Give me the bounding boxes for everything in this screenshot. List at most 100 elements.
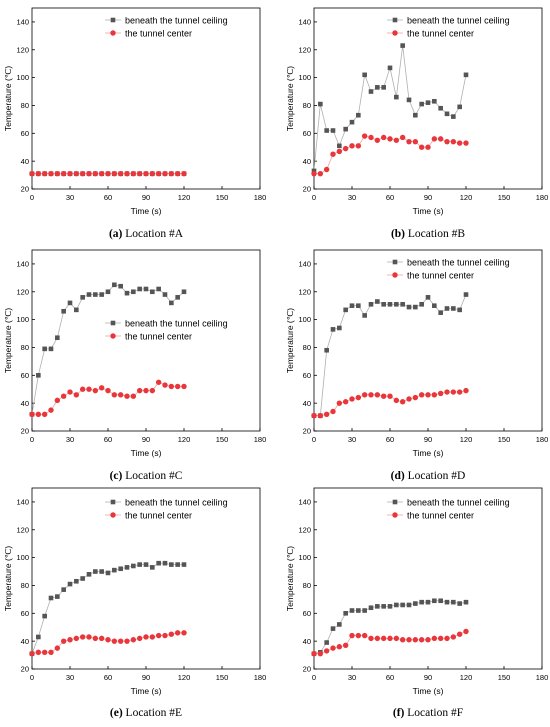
data-point-circle xyxy=(456,631,463,637)
data-point-circle xyxy=(406,396,412,402)
data-point-circle xyxy=(111,170,118,177)
x-axis-label: Time (s) xyxy=(131,686,162,696)
data-point-circle xyxy=(425,392,431,398)
data-point-circle xyxy=(317,650,324,657)
data-point-circle xyxy=(155,632,162,639)
y-tick-label: 80 xyxy=(21,581,29,590)
y-tick-label: 60 xyxy=(303,609,311,618)
data-point-square xyxy=(438,598,443,604)
data-point-circle xyxy=(380,393,387,399)
data-point-square xyxy=(80,576,85,581)
data-point-square xyxy=(124,290,130,296)
data-point-square xyxy=(99,569,104,574)
data-point-circle xyxy=(431,635,438,642)
data-point-square xyxy=(86,572,92,577)
data-point-square xyxy=(343,126,348,132)
data-point-square xyxy=(67,581,73,587)
data-point-circle xyxy=(98,385,105,391)
data-point-circle xyxy=(143,634,149,640)
data-point-circle xyxy=(48,649,54,655)
data-point-circle xyxy=(425,144,431,150)
data-point-square xyxy=(343,611,348,616)
y-tick-label: 20 xyxy=(303,185,311,194)
x-tick-label: 120 xyxy=(460,193,473,202)
data-point-square xyxy=(457,307,462,313)
y-tick-label: 140 xyxy=(298,18,311,27)
data-point-square xyxy=(175,295,180,300)
y-tick-label: 100 xyxy=(298,73,311,82)
data-point-square xyxy=(400,302,405,307)
data-point-square xyxy=(394,302,399,307)
data-point-circle xyxy=(450,389,457,395)
data-point-circle xyxy=(393,635,400,642)
data-point-square xyxy=(337,143,342,149)
data-point-square xyxy=(99,292,104,297)
data-point-circle xyxy=(130,393,137,399)
data-point-circle xyxy=(412,394,419,401)
data-point-square xyxy=(451,599,456,605)
data-point-circle xyxy=(124,393,130,399)
data-point-circle xyxy=(48,407,54,413)
panel-caption: (e) Location #E xyxy=(110,707,182,719)
y-tick-label: 140 xyxy=(298,260,311,269)
legend-label: beneath the tunnel ceiling xyxy=(125,498,228,508)
data-point-circle xyxy=(111,392,118,398)
x-tick-label: 30 xyxy=(348,435,356,444)
series-line-0 xyxy=(31,284,185,415)
data-point-circle xyxy=(149,634,156,640)
data-point-square xyxy=(337,622,342,627)
data-point-circle xyxy=(79,386,86,392)
data-point-circle xyxy=(117,638,124,644)
x-tick-label: 90 xyxy=(424,435,432,444)
data-point-circle xyxy=(29,650,35,657)
y-tick-label: 40 xyxy=(303,399,311,408)
data-point-square xyxy=(457,104,462,110)
y-tick-label: 80 xyxy=(303,581,311,590)
y-tick-label: 120 xyxy=(16,525,29,534)
x-tick-label: 180 xyxy=(254,435,267,444)
data-point-square xyxy=(375,604,380,609)
y-tick-label: 20 xyxy=(21,427,29,436)
data-point-circle xyxy=(418,637,425,643)
data-point-circle xyxy=(67,637,73,643)
data-point-square xyxy=(381,85,386,90)
data-point-square xyxy=(425,100,431,105)
data-point-square xyxy=(42,613,47,619)
data-point-circle xyxy=(361,133,368,139)
data-point-square xyxy=(438,310,443,315)
data-point-square xyxy=(112,567,117,573)
data-point-square xyxy=(425,295,431,300)
data-point-square xyxy=(86,292,92,297)
data-point-circle xyxy=(86,170,92,177)
data-point-circle xyxy=(399,399,406,405)
data-point-circle xyxy=(149,170,156,177)
data-point-square xyxy=(93,292,98,297)
data-point-circle xyxy=(450,138,457,145)
y-tick-label: 40 xyxy=(21,157,29,166)
x-tick-label: 150 xyxy=(498,435,511,444)
data-point-square xyxy=(324,128,329,133)
y-tick-label: 60 xyxy=(21,129,29,138)
y-tick-label: 80 xyxy=(303,101,311,110)
data-point-circle xyxy=(168,170,175,177)
x-tick-label: 120 xyxy=(460,435,473,444)
caption-text: Location #C xyxy=(122,470,182,482)
data-point-square xyxy=(463,599,469,605)
data-point-circle xyxy=(130,170,137,177)
data-point-square xyxy=(375,85,380,90)
data-point-circle xyxy=(412,138,419,145)
data-point-circle xyxy=(342,399,349,405)
data-point-square xyxy=(387,604,393,609)
data-point-square xyxy=(394,94,399,100)
x-tick-label: 60 xyxy=(386,193,394,202)
data-point-circle xyxy=(380,635,387,642)
y-tick-label: 20 xyxy=(303,427,311,436)
data-point-circle xyxy=(168,383,175,390)
data-point-square xyxy=(118,283,123,289)
data-point-square xyxy=(105,570,111,576)
data-point-circle xyxy=(73,170,80,177)
data-point-circle xyxy=(311,170,317,177)
x-tick-label: 0 xyxy=(312,673,316,682)
data-point-circle xyxy=(41,411,48,417)
series-line-1 xyxy=(32,381,184,415)
